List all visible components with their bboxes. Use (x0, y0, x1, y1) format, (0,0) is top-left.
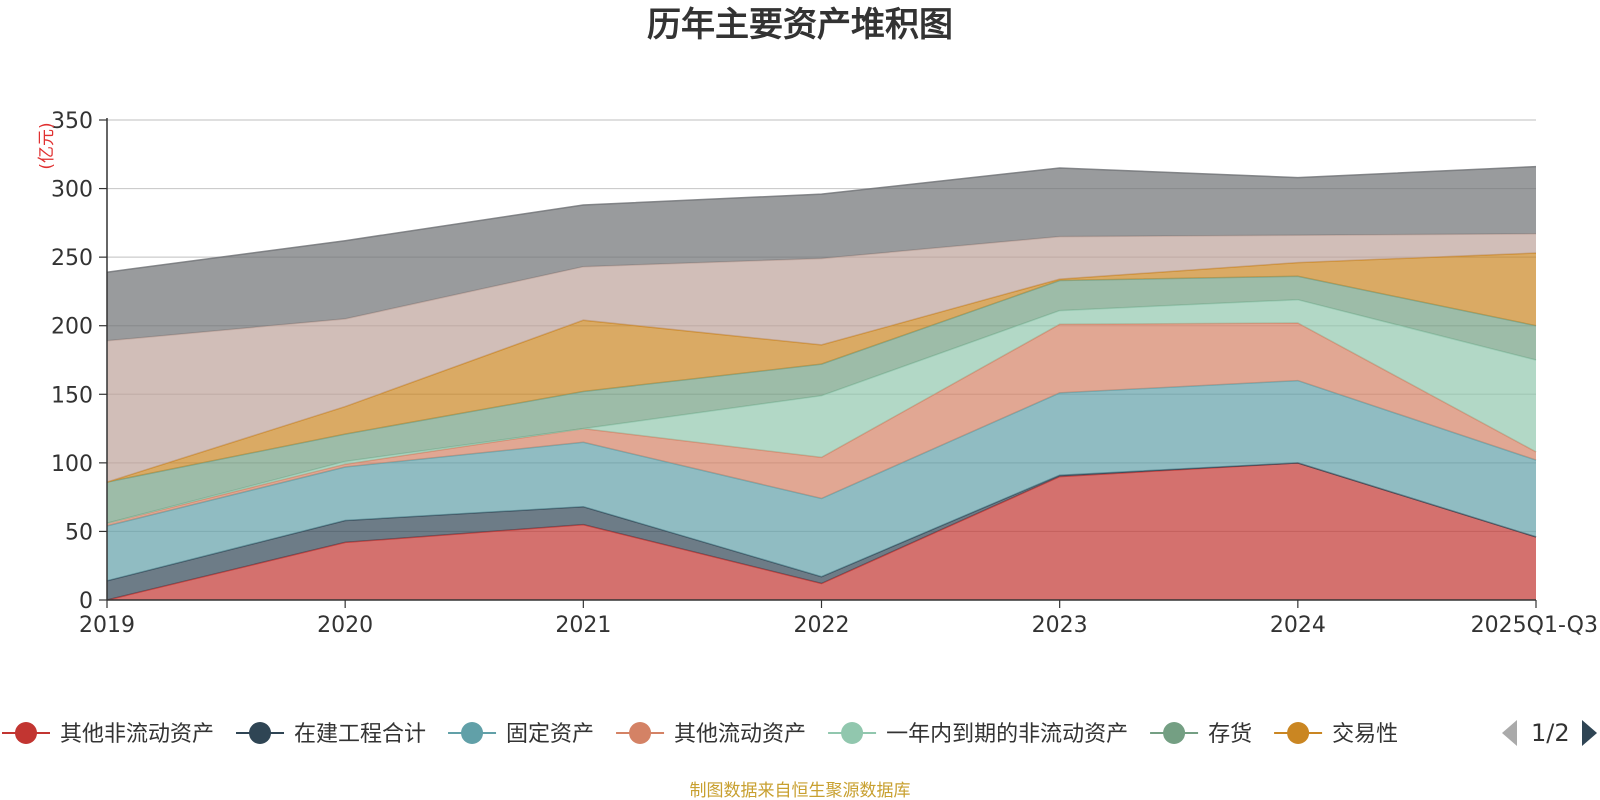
legend-item[interactable]: 一年内到期的非流动资产 (828, 722, 1128, 747)
legend-item[interactable]: 交易性 (1274, 722, 1398, 747)
legend-prev-page-icon[interactable] (1502, 720, 1517, 746)
y-tick-label: 0 (79, 589, 93, 614)
legend-label: 交易性 (1332, 722, 1398, 747)
legend-label: 一年内到期的非流动资产 (886, 722, 1128, 747)
legend-next-page-icon[interactable] (1582, 720, 1597, 746)
legend: 其他非流动资产 在建工程合计 固定资产 其他流动资产 一年内到期的非流动资产 存货 交易性 (2, 722, 1398, 747)
x-tick-label: 2019 (79, 613, 135, 638)
legend-item[interactable]: 存货 (1150, 722, 1252, 747)
y-tick-label: 100 (51, 452, 93, 477)
legend-label: 存货 (1208, 722, 1252, 747)
axes: 0 50 100 150 200 250 300 350 2019 2020 2021 2022 202… (51, 109, 1598, 638)
area-6 (107, 276, 1536, 524)
legend-label: 其他非流动资产 (60, 722, 214, 747)
area-7 (107, 253, 1536, 483)
x-tick-label: 2020 (317, 613, 373, 638)
y-tick-label: 350 (51, 109, 93, 134)
legend-label: 其他流动资产 (674, 722, 806, 747)
area-2 (107, 462, 1536, 600)
legend-label: 固定资产 (506, 722, 594, 747)
x-tick-label: 2024 (1270, 613, 1326, 638)
x-tick-label: 2025Q1-Q3 (1471, 613, 1598, 638)
y-axis-unit-label: (亿元) (37, 122, 57, 169)
area-line-9 (106, 165, 1537, 273)
area-4 (107, 323, 1536, 526)
y-tick-label: 300 (51, 178, 93, 203)
y-tick-label: 50 (65, 520, 93, 545)
y-tick-label: 150 (51, 383, 93, 408)
area-3 (107, 380, 1536, 581)
x-tick-label: 2021 (555, 613, 611, 638)
legend-item[interactable]: 在建工程合计 (236, 722, 426, 747)
legend-item[interactable]: 其他非流动资产 (2, 722, 214, 747)
area-8 (107, 233, 1536, 483)
area-1 (107, 462, 1536, 600)
legend-item[interactable]: 固定资产 (448, 722, 594, 747)
legend-label: 在建工程合计 (294, 722, 426, 747)
legend-circle-marker (461, 722, 484, 744)
data-source-note: 制图数据来自恒生聚源数据库 (690, 781, 911, 800)
legend-circle-marker (841, 722, 864, 744)
legend-circle-marker (249, 722, 272, 744)
legend-circle-marker (1287, 722, 1310, 744)
y-tick-label: 250 (51, 246, 93, 271)
x-tick-label: 2022 (794, 613, 850, 638)
legend-item[interactable]: 其他流动资产 (616, 722, 806, 747)
y-tick-label: 200 (51, 315, 93, 340)
area-5 (107, 299, 1536, 524)
legend-circle-marker (1163, 722, 1186, 744)
legend-page-indicator: 1/2 (1531, 719, 1570, 747)
x-tick-label: 2023 (1032, 613, 1088, 638)
chart-title: 历年主要资产堆积图 (647, 5, 953, 45)
legend-circle-marker (15, 722, 37, 744)
area-9 (107, 166, 1536, 341)
legend-circle-marker (629, 722, 652, 744)
area-series (106, 165, 1537, 601)
